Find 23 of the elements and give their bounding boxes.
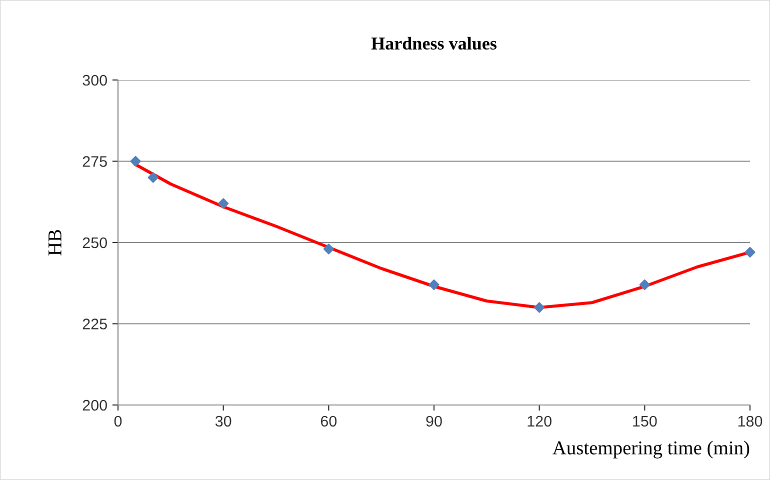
point <box>639 279 650 290</box>
point <box>428 279 440 290</box>
y-tick-label: 275 <box>82 156 107 167</box>
point <box>744 246 756 258</box>
y-axis-title: HB <box>48 230 62 256</box>
y-tick-label: 300 <box>82 74 107 86</box>
x-tick-label: 120 <box>528 416 552 427</box>
point <box>130 156 141 167</box>
x-tick-label: 0 <box>114 416 122 427</box>
point <box>148 172 158 183</box>
x-tick-label: 90 <box>426 416 442 427</box>
chart-title: Hardness values <box>371 36 497 50</box>
x-tick-label: 150 <box>633 416 657 427</box>
x-tick-label: 60 <box>320 416 337 427</box>
x-axis-title: Austempering time (min) <box>552 440 750 458</box>
y-tick-label: 250 <box>82 237 107 248</box>
x-tick-label: 30 <box>215 416 232 427</box>
point <box>218 198 229 209</box>
y-tick-label: 200 <box>82 400 107 411</box>
y-tick-label: 225 <box>82 318 107 330</box>
point <box>323 244 334 254</box>
x-tick-label: 180 <box>738 416 762 427</box>
point <box>534 302 545 313</box>
